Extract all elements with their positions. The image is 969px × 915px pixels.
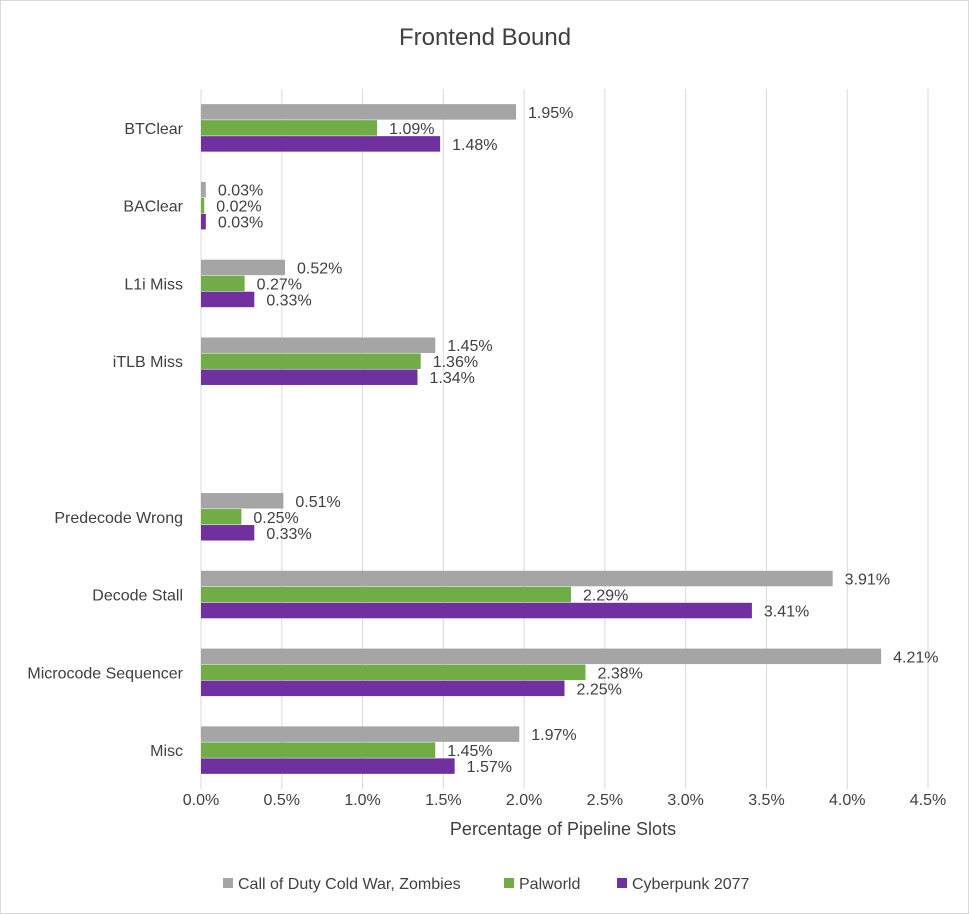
data-label: 2.29% — [583, 588, 628, 605]
bar — [201, 680, 565, 697]
bars — [201, 104, 882, 774]
data-label: 0.03% — [218, 183, 263, 200]
bar — [201, 493, 284, 509]
bar — [201, 525, 255, 541]
gridlines — [281, 89, 929, 789]
bar — [201, 664, 586, 681]
data-label: 2.38% — [598, 665, 643, 682]
bar — [201, 570, 833, 587]
data-label: 1.36% — [433, 354, 478, 371]
bar — [201, 586, 571, 603]
legend-label: Call of Duty Cold War, Zombies — [238, 876, 461, 893]
data-label: 0.33% — [266, 292, 311, 309]
bar — [201, 353, 421, 369]
data-label: 0.52% — [297, 260, 342, 277]
legend-swatch — [223, 878, 233, 888]
category-label: Misc — [150, 743, 183, 760]
legend: Call of Duty Cold War, Zombies Palworld Cy… — [223, 876, 750, 893]
data-label: 3.91% — [845, 572, 890, 589]
bar — [201, 726, 520, 742]
x-tick-label: 3.5% — [748, 792, 784, 809]
x-tick-label: 4.5% — [910, 792, 946, 809]
data-label: 1.45% — [447, 743, 492, 760]
x-tick-label: 0.5% — [264, 792, 300, 809]
category-label: iTLB Miss — [113, 354, 183, 371]
category-label: L1i Miss — [124, 276, 183, 293]
data-label: 2.25% — [577, 681, 622, 698]
data-label: 0.27% — [257, 276, 302, 293]
bar — [201, 369, 418, 385]
category-label: Predecode Wrong — [54, 510, 183, 527]
data-label: 0.03% — [218, 215, 263, 232]
data-labels: 1.95% 1.09% 1.48% 0.03%0.02%0.03% 0.52%0.27%… — [216, 105, 938, 776]
category-label: Microcode Sequencer — [27, 665, 183, 682]
bar — [201, 742, 436, 758]
category-label: BTClear — [124, 121, 183, 138]
bar — [201, 602, 752, 619]
x-tick-label: 2.0% — [506, 792, 542, 809]
data-label: 0.33% — [266, 526, 311, 543]
legend-swatch — [504, 878, 514, 888]
x-tick-label: 1.5% — [425, 792, 461, 809]
bar — [201, 291, 255, 308]
bar — [201, 104, 517, 120]
x-tick-label: 1.0% — [344, 792, 380, 809]
x-tick-labels: 0.0% 0.5% 1.0% 1.5% 2.0% 2.5% 3.0% 3.5% 4.0% 4.5% — [183, 792, 946, 809]
bar — [201, 136, 441, 152]
x-axis-label: Percentage of Pipeline Slots — [450, 819, 676, 839]
bar — [201, 181, 206, 198]
legend-label: Cyberpunk 2077 — [632, 876, 750, 893]
x-tick-label: 4.0% — [829, 792, 865, 809]
legend-swatch — [617, 878, 627, 888]
category-labels: BTClear BAClear L1i Miss iTLB Miss Predecode… — [27, 121, 183, 760]
data-label: 3.41% — [764, 604, 809, 621]
category-label: BAClear — [123, 199, 183, 216]
bar — [201, 509, 242, 525]
bar — [201, 197, 205, 214]
data-label: 1.09% — [389, 121, 434, 138]
data-label: 0.02% — [216, 199, 261, 216]
bar — [201, 213, 206, 230]
x-tick-label: 0.0% — [183, 792, 219, 809]
data-label: 1.48% — [452, 137, 497, 154]
data-label: 4.21% — [893, 649, 938, 666]
x-tick-label: 3.0% — [667, 792, 703, 809]
data-label: 0.51% — [295, 494, 340, 511]
data-label: 0.25% — [253, 510, 298, 527]
data-label: 1.57% — [467, 759, 512, 776]
data-label: 1.34% — [429, 370, 474, 387]
bar — [201, 120, 378, 136]
category-label: Decode Stall — [92, 588, 183, 605]
data-label: 1.45% — [447, 338, 492, 355]
legend-label: Palworld — [519, 876, 580, 893]
bar — [201, 275, 245, 292]
chart-title: Frontend Bound — [399, 24, 571, 51]
bar — [201, 648, 882, 665]
data-label: 1.97% — [531, 727, 576, 744]
bar — [201, 758, 455, 774]
bar — [201, 337, 436, 353]
data-label: 1.95% — [528, 105, 573, 122]
x-tick-label: 2.5% — [587, 792, 623, 809]
bar — [201, 259, 286, 276]
